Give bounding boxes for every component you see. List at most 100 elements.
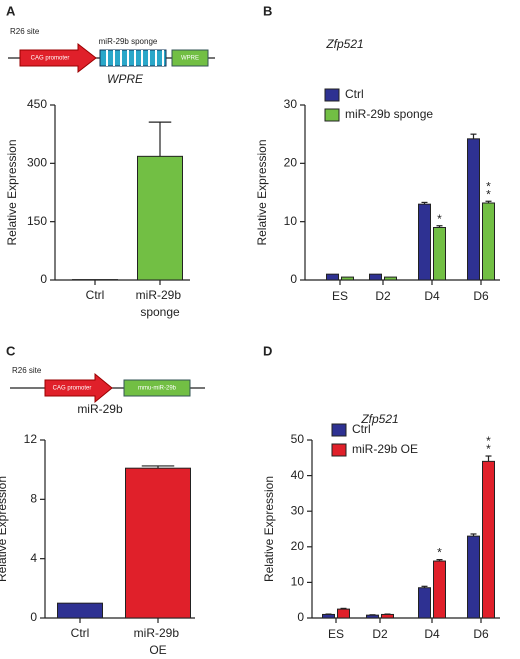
bar bbox=[341, 276, 354, 281]
y-tick-label: 450 bbox=[27, 97, 47, 111]
y-tick-label: 40 bbox=[291, 468, 305, 482]
legend-label: Ctrl bbox=[345, 87, 364, 101]
error-bar bbox=[421, 201, 428, 205]
bar bbox=[326, 273, 339, 281]
bar bbox=[322, 613, 335, 619]
significance-marker: * * bbox=[486, 179, 491, 201]
x-tick-label: D4 bbox=[424, 627, 440, 641]
y-tick-label: 0 bbox=[30, 610, 37, 624]
legend-swatch bbox=[324, 88, 340, 102]
construct-diagram: R26 site CAG promoter mmu-miR-29b bbox=[10, 366, 205, 404]
y-axis-label: Relative Expression bbox=[5, 139, 19, 245]
error-bar bbox=[436, 225, 443, 228]
legend-swatch bbox=[324, 108, 340, 122]
sponge-stripes bbox=[106, 50, 164, 66]
site-label: R26 site bbox=[12, 366, 42, 375]
y-tick-label: 10 bbox=[284, 214, 298, 228]
y-axis-label: Relative Expression bbox=[255, 139, 269, 245]
bar bbox=[482, 202, 495, 281]
y-tick-label: 0 bbox=[40, 272, 47, 286]
bar bbox=[369, 273, 382, 281]
y-tick-label: 150 bbox=[27, 214, 47, 228]
significance-marker: * bbox=[437, 212, 442, 226]
bar bbox=[418, 203, 431, 281]
bar bbox=[366, 614, 379, 619]
panel-label: D bbox=[263, 343, 272, 358]
legend-swatch bbox=[331, 423, 347, 437]
y-tick-label: 0 bbox=[297, 610, 304, 624]
bar bbox=[467, 535, 480, 619]
y-tick-label: 8 bbox=[30, 492, 37, 506]
significance-marker: * bbox=[437, 546, 442, 560]
chart-title: WPRE bbox=[107, 72, 144, 86]
x-tick-label: miR-29b OE bbox=[134, 626, 183, 657]
panel-label: A bbox=[6, 3, 16, 18]
chart-title: miR-29b bbox=[77, 402, 123, 416]
x-tick-label: D2 bbox=[372, 627, 388, 641]
x-tick-label: D2 bbox=[375, 289, 391, 303]
error-bar bbox=[141, 465, 175, 469]
x-tick-label: ES bbox=[328, 627, 344, 641]
y-tick-label: 50 bbox=[291, 432, 305, 446]
chart-title: Zfp521 bbox=[325, 37, 363, 51]
bar bbox=[433, 560, 446, 619]
promoter-label: CAG promoter bbox=[31, 56, 70, 62]
x-tick-label: D6 bbox=[473, 627, 489, 641]
error-bar bbox=[340, 607, 347, 610]
error-bar bbox=[470, 133, 477, 139]
construct-diagram: R26 site CAG promoter miR-29b sponge WPR… bbox=[8, 27, 215, 74]
bar bbox=[57, 602, 103, 619]
x-tick-label: Ctrl bbox=[86, 288, 105, 302]
y-axis-label: Relative Expression bbox=[0, 476, 9, 582]
element-label: WPRE bbox=[181, 56, 199, 62]
error-bar bbox=[470, 533, 477, 537]
bar bbox=[381, 613, 394, 619]
mirna-box bbox=[123, 379, 191, 397]
y-axis-label: Relative Expression bbox=[262, 476, 276, 582]
site-label: R26 site bbox=[10, 27, 40, 36]
bar bbox=[482, 460, 495, 619]
error-bar bbox=[485, 455, 492, 462]
y-tick-label: 30 bbox=[284, 97, 298, 111]
error-bar bbox=[421, 585, 428, 588]
y-tick-label: 0 bbox=[290, 272, 297, 286]
legend-label: miR-29b OE bbox=[352, 442, 418, 456]
panel-label: B bbox=[263, 3, 272, 18]
x-tick-label: Ctrl bbox=[71, 626, 90, 640]
legend-label: Ctrl bbox=[352, 422, 371, 436]
x-tick-label: D6 bbox=[473, 289, 489, 303]
element-label: mmu-miR-29b bbox=[138, 386, 177, 392]
bar bbox=[384, 276, 397, 281]
bar bbox=[337, 608, 350, 619]
chart-title: Zfp521 bbox=[360, 412, 398, 426]
bar bbox=[418, 587, 431, 619]
x-tick-label: ES bbox=[332, 289, 348, 303]
promoter-label: CAG promoter bbox=[53, 386, 92, 392]
y-tick-label: 30 bbox=[291, 503, 305, 517]
legend-label: miR-29b sponge bbox=[345, 107, 433, 121]
y-tick-label: 12 bbox=[24, 432, 38, 446]
y-tick-label: 4 bbox=[30, 551, 37, 565]
significance-marker: * * bbox=[486, 434, 491, 456]
panel-label: C bbox=[6, 343, 16, 358]
y-tick-label: 20 bbox=[291, 539, 305, 553]
error-bar bbox=[436, 559, 443, 562]
bar bbox=[137, 155, 183, 281]
legend-swatch bbox=[331, 443, 347, 457]
x-tick-label: D4 bbox=[424, 289, 440, 303]
y-tick-label: 20 bbox=[284, 156, 298, 170]
error-bar bbox=[485, 200, 492, 203]
bar bbox=[467, 138, 480, 281]
error-bar bbox=[148, 121, 172, 157]
promoter-arrow bbox=[44, 372, 113, 404]
promoter-arrow bbox=[19, 42, 97, 74]
wpre-box bbox=[171, 49, 209, 67]
bar bbox=[433, 227, 446, 281]
x-tick-label: miR-29b sponge bbox=[136, 288, 185, 319]
insert-label: miR-29b sponge bbox=[99, 37, 158, 46]
bar bbox=[125, 467, 191, 619]
y-tick-label: 10 bbox=[291, 575, 305, 589]
y-tick-label: 300 bbox=[27, 156, 47, 170]
